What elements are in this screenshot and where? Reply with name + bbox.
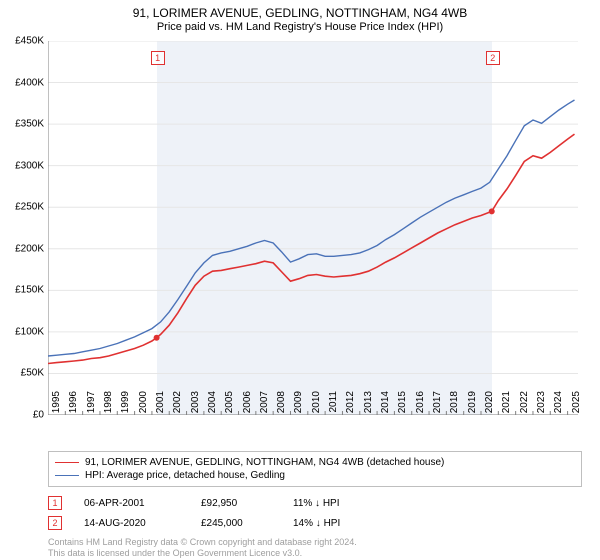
legend-item: 91, LORIMER AVENUE, GEDLING, NOTTINGHAM,… [55, 456, 575, 469]
chart-title: 91, LORIMER AVENUE, GEDLING, NOTTINGHAM,… [0, 0, 600, 20]
footnote: Contains HM Land Registry data © Crown c… [48, 537, 582, 560]
x-axis-label: 2000 [138, 391, 149, 421]
x-axis-label: 1996 [68, 391, 79, 421]
y-axis-label: £450K [15, 36, 44, 47]
chart-plot-area: £0£50K£100K£150K£200K£250K£300K£350K£400… [48, 41, 578, 415]
y-axis-label: £350K [15, 119, 44, 130]
legend-swatch [55, 475, 79, 476]
chart-svg [48, 41, 578, 415]
sale-event-marker: 2 [48, 516, 62, 530]
x-axis-label: 2004 [207, 391, 218, 421]
x-axis-label: 2005 [224, 391, 235, 421]
sale-marker-dot [489, 208, 495, 214]
footnote-line: This data is licensed under the Open Gov… [48, 548, 582, 559]
y-axis-label: £50K [21, 368, 44, 379]
sale-event-price: £92,950 [201, 498, 271, 509]
x-axis-label: 2013 [363, 391, 374, 421]
x-axis-label: 2010 [311, 391, 322, 421]
x-axis-label: 2008 [276, 391, 287, 421]
x-axis-label: 1998 [103, 391, 114, 421]
x-axis-label: 2011 [328, 391, 339, 421]
x-axis-label: 2024 [553, 391, 564, 421]
y-axis-label: £100K [15, 326, 44, 337]
x-axis-label: 2022 [519, 391, 530, 421]
chart-subtitle: Price paid vs. HM Land Registry's House … [0, 20, 600, 33]
legend-swatch [55, 462, 79, 463]
sale-event-row: 2 14-AUG-2020 £245,000 14% ↓ HPI [48, 513, 582, 533]
sale-event-date: 06-APR-2001 [84, 498, 179, 509]
sale-event-pct: 14% ↓ HPI [293, 518, 388, 529]
y-axis-label: £200K [15, 243, 44, 254]
series-hpi [48, 100, 575, 356]
x-axis-label: 2014 [380, 391, 391, 421]
x-axis-label: 2015 [397, 391, 408, 421]
x-axis-label: 2019 [467, 391, 478, 421]
x-axis-label: 2017 [432, 391, 443, 421]
x-axis-label: 1999 [120, 391, 131, 421]
legend: 91, LORIMER AVENUE, GEDLING, NOTTINGHAM,… [48, 451, 582, 487]
x-axis-label: 2012 [345, 391, 356, 421]
sale-event-price: £245,000 [201, 518, 271, 529]
x-axis-label: 2018 [449, 391, 460, 421]
x-axis-label: 2023 [536, 391, 547, 421]
x-axis-label: 2009 [293, 391, 304, 421]
legend-label: 91, LORIMER AVENUE, GEDLING, NOTTINGHAM,… [85, 457, 444, 468]
x-axis-label: 2002 [172, 391, 183, 421]
x-axis-label: 2006 [242, 391, 253, 421]
x-axis-label: 2007 [259, 391, 270, 421]
x-axis-label: 2021 [501, 391, 512, 421]
x-axis-label: 2025 [571, 391, 582, 421]
footnote-line: Contains HM Land Registry data © Crown c… [48, 537, 582, 548]
x-axis-label: 1995 [51, 391, 62, 421]
sale-event-pct: 11% ↓ HPI [293, 498, 388, 509]
y-axis-label: £300K [15, 160, 44, 171]
sale-event-row: 1 06-APR-2001 £92,950 11% ↓ HPI [48, 493, 582, 513]
sale-marker-label: 2 [486, 51, 500, 65]
legend-item: HPI: Average price, detached house, Gedl… [55, 469, 575, 482]
x-axis-label: 2020 [484, 391, 495, 421]
sale-marker-label: 1 [151, 51, 165, 65]
y-axis-label: £400K [15, 77, 44, 88]
sale-events: 1 06-APR-2001 £92,950 11% ↓ HPI 2 14-AUG-2020… [48, 493, 582, 533]
legend-label: HPI: Average price, detached house, Gedl… [85, 470, 285, 481]
sale-event-date: 14-AUG-2020 [84, 518, 179, 529]
y-axis-label: £250K [15, 202, 44, 213]
x-axis-label: 1997 [86, 391, 97, 421]
sale-event-marker: 1 [48, 496, 62, 510]
y-axis-label: £0 [33, 410, 44, 421]
y-axis-label: £150K [15, 285, 44, 296]
sale-marker-dot [154, 335, 160, 341]
x-axis-label: 2001 [155, 391, 166, 421]
x-axis-label: 2003 [190, 391, 201, 421]
x-axis-label: 2016 [415, 391, 426, 421]
